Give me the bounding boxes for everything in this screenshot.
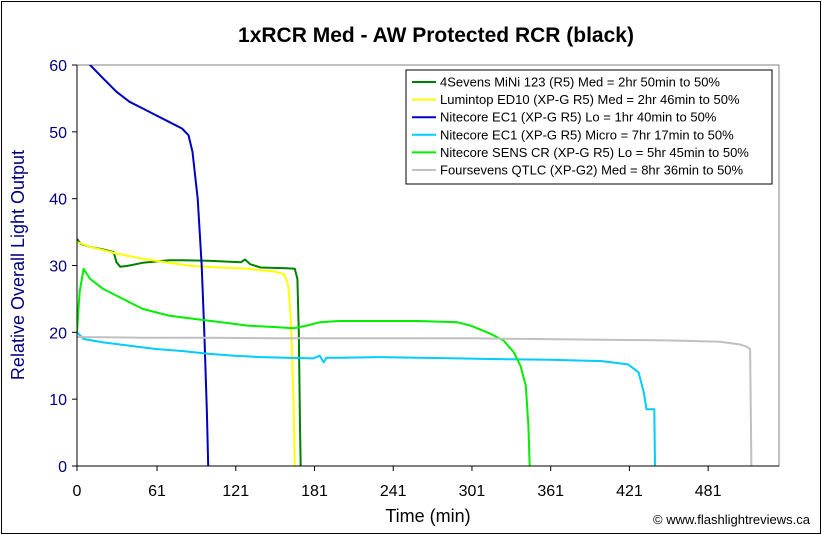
copyright-credit: © www.flashlightreviews.ca bbox=[653, 512, 811, 527]
x-tick-label: 121 bbox=[222, 483, 249, 500]
y-tick-label: 60 bbox=[49, 58, 67, 75]
series-lines bbox=[77, 65, 753, 466]
x-tick-label: 361 bbox=[537, 483, 564, 500]
x-tick-label: 181 bbox=[301, 483, 328, 500]
y-tick-label: 50 bbox=[49, 125, 67, 142]
series-line-3 bbox=[88, 65, 210, 466]
legend-label-4: Nitecore EC1 (XP-G R5) Micro = 7hr 17min… bbox=[440, 127, 734, 142]
y-tick-label: 10 bbox=[49, 392, 67, 409]
y-axis-label: Relative Overall Light Output bbox=[8, 150, 28, 380]
series-line-6 bbox=[77, 336, 753, 466]
legend-label-3: Nitecore EC1 (XP-G R5) Lo = 1hr 40min to… bbox=[440, 110, 717, 125]
y-tick-label: 0 bbox=[58, 459, 67, 476]
x-tick-label: 241 bbox=[380, 483, 407, 500]
series-line-4 bbox=[77, 331, 656, 466]
legend-label-1: 4Sevens MiNi 123 (R5) Med = 2hr 50min to… bbox=[440, 75, 720, 90]
legend-label-5: Nitecore SENS CR (XP-G R5) Lo = 5hr 45mi… bbox=[440, 145, 749, 160]
y-tick-label: 30 bbox=[49, 259, 67, 276]
y-tick-label: 20 bbox=[49, 325, 67, 342]
y-tick-label: 40 bbox=[49, 192, 67, 209]
legend-label-6: Foursevens QTLC (XP-G2) Med = 8hr 36min … bbox=[440, 163, 744, 178]
x-tick-label: 421 bbox=[616, 483, 643, 500]
legend-box bbox=[405, 69, 773, 185]
x-tick-label: 301 bbox=[459, 483, 486, 500]
legend: 4Sevens MiNi 123 (R5) Med = 2hr 50min to… bbox=[405, 69, 773, 185]
x-tick-label: 61 bbox=[148, 483, 166, 500]
series-line-2 bbox=[77, 241, 296, 466]
x-tick-label: 481 bbox=[695, 483, 722, 500]
series-line-5 bbox=[77, 267, 531, 466]
x-tick-label: 0 bbox=[73, 483, 82, 500]
x-axis-label: Time (min) bbox=[385, 506, 470, 526]
chart-title: 1xRCR Med - AW Protected RCR (black) bbox=[238, 24, 634, 47]
legend-label-2: Lumintop ED10 (XP-G R5) Med = 2hr 46min … bbox=[440, 92, 740, 107]
